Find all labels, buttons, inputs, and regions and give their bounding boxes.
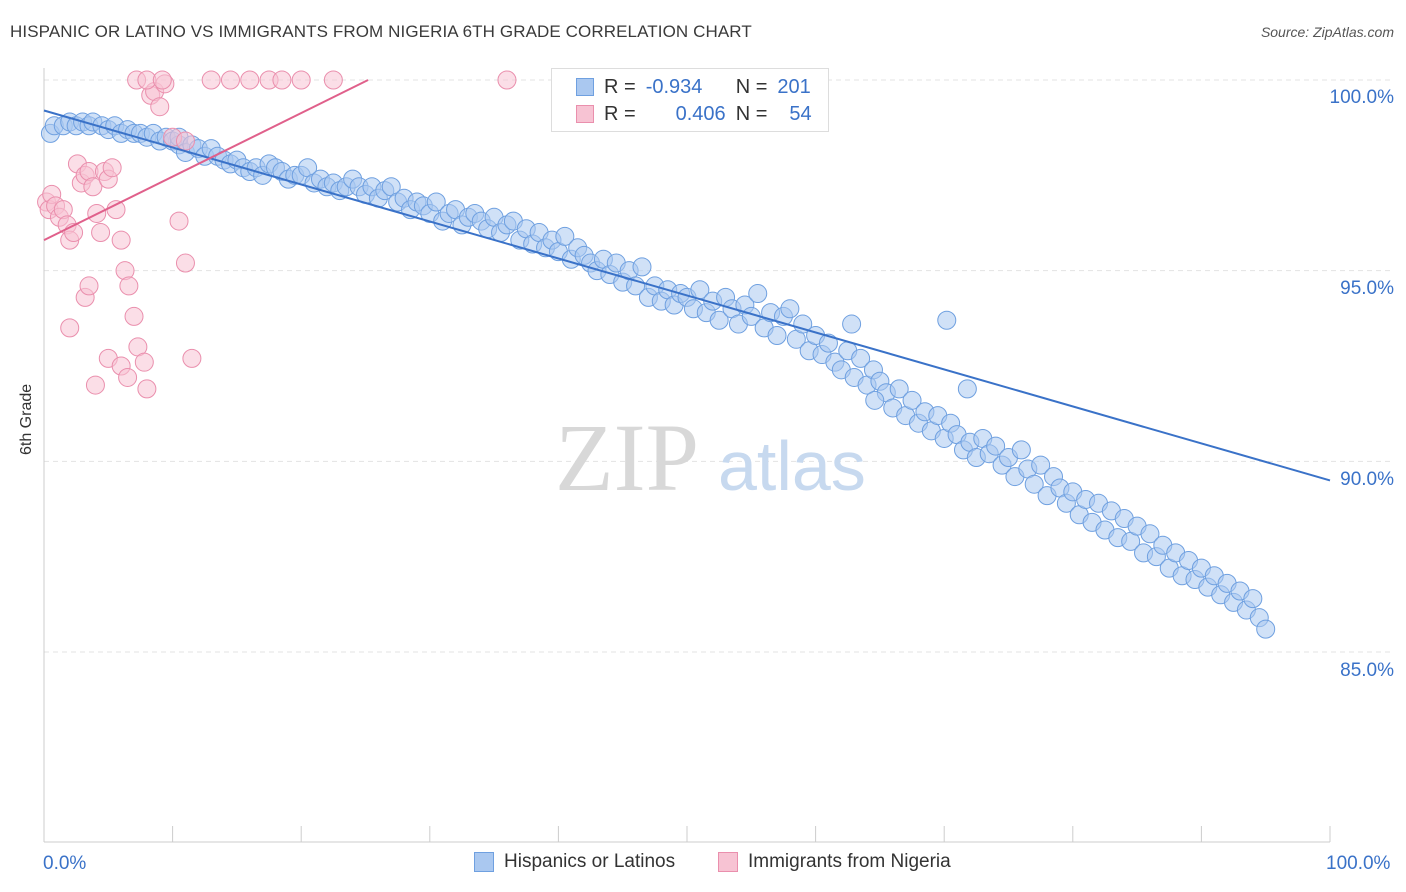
data-point <box>937 310 957 330</box>
series-nigeria-points <box>37 70 517 399</box>
y-tick-label-85: 85.0% <box>1340 660 1394 681</box>
data-point <box>632 257 652 277</box>
bottom-legend-label: Hispanics or Latinos <box>504 851 676 872</box>
y-axis-title: 6th Grade <box>18 383 35 455</box>
data-point <box>150 97 170 117</box>
data-point <box>1031 455 1051 475</box>
data-point <box>169 211 189 231</box>
data-point <box>555 226 575 246</box>
watermark: ZIP atlas <box>555 404 866 511</box>
y-tick-label-90: 90.0% <box>1340 469 1394 490</box>
legend-r-label: R = <box>604 75 636 98</box>
data-point <box>119 276 139 296</box>
data-point <box>709 310 729 330</box>
legend-swatch-pink <box>576 105 594 123</box>
data-point <box>793 314 813 334</box>
data-point <box>1140 524 1160 544</box>
data-point <box>957 379 977 399</box>
data-point <box>902 390 922 410</box>
bottom-legend-swatch-blue <box>474 852 494 872</box>
data-point <box>182 348 202 368</box>
data-point <box>1243 589 1263 609</box>
data-point <box>175 131 195 151</box>
data-point <box>91 223 111 243</box>
data-point <box>748 284 768 304</box>
data-point <box>124 306 144 326</box>
legend-n-value: 54 <box>789 102 812 125</box>
data-point <box>60 318 80 338</box>
watermark-zip: ZIP <box>555 404 699 511</box>
data-point <box>1011 440 1031 460</box>
data-point <box>426 192 446 212</box>
correlation-legend: R = -0.934 N = 201 R = 0.406 N = 54 <box>551 68 829 132</box>
data-point <box>85 375 105 395</box>
data-point <box>102 158 122 178</box>
legend-row-hispanics: R = -0.934 N = 201 <box>576 74 811 100</box>
legend-row-nigeria: R = 0.406 N = 54 <box>576 101 812 127</box>
bottom-legend-hispanics: Hispanics or Latinos <box>474 851 675 873</box>
data-point <box>889 379 909 399</box>
legend-n-value: 201 <box>777 75 811 98</box>
y-tick-label-95: 95.0% <box>1340 278 1394 299</box>
data-point <box>865 390 885 410</box>
legend-n-label: N = <box>735 75 768 98</box>
chart-title: HISPANIC OR LATINO VS IMMIGRANTS FROM NI… <box>10 22 752 41</box>
axes <box>43 68 1331 843</box>
data-point <box>175 253 195 273</box>
x-tick-label-min: 0.0% <box>43 853 87 874</box>
chart-source: Source: ZipAtlas.com <box>1260 24 1394 40</box>
data-point <box>106 200 126 220</box>
data-point <box>767 325 787 345</box>
data-point <box>1024 474 1044 494</box>
legend-swatch-blue <box>576 78 594 96</box>
data-point <box>780 299 800 319</box>
data-point <box>220 70 240 90</box>
data-point <box>842 314 862 334</box>
x-tick-label-max: 100.0% <box>1326 853 1391 874</box>
legend-n-label: N = <box>735 102 768 125</box>
data-point <box>134 352 154 372</box>
data-point <box>851 348 871 368</box>
legend-r-value: -0.934 <box>645 75 703 98</box>
y-tick-label-100: 100.0% <box>1329 87 1394 108</box>
data-point <box>79 276 99 296</box>
data-point <box>201 70 221 90</box>
data-point <box>83 177 103 197</box>
data-point <box>272 70 292 90</box>
data-point <box>137 379 157 399</box>
data-point <box>240 70 260 90</box>
trend-line-nigeria <box>43 79 369 242</box>
trend-lines <box>43 79 1331 482</box>
watermark-atlas: atlas <box>718 427 866 505</box>
data-point <box>1256 619 1276 639</box>
series-hispanics-points <box>40 112 1276 639</box>
bottom-legend-nigeria: Immigrants from Nigeria <box>718 851 951 873</box>
bottom-legend-swatch-pink <box>718 852 738 872</box>
legend-r-label: R = <box>604 102 636 125</box>
data-point <box>291 70 311 90</box>
bottom-legend-label: Immigrants from Nigeria <box>748 851 951 872</box>
data-point <box>152 70 172 90</box>
data-point <box>818 333 838 353</box>
data-point <box>497 70 517 90</box>
data-point <box>986 436 1006 456</box>
trend-line-hispanics <box>43 109 1331 482</box>
data-point <box>323 70 343 90</box>
data-point <box>118 367 138 387</box>
legend-r-value: 0.406 <box>675 102 726 125</box>
data-point <box>111 230 131 250</box>
